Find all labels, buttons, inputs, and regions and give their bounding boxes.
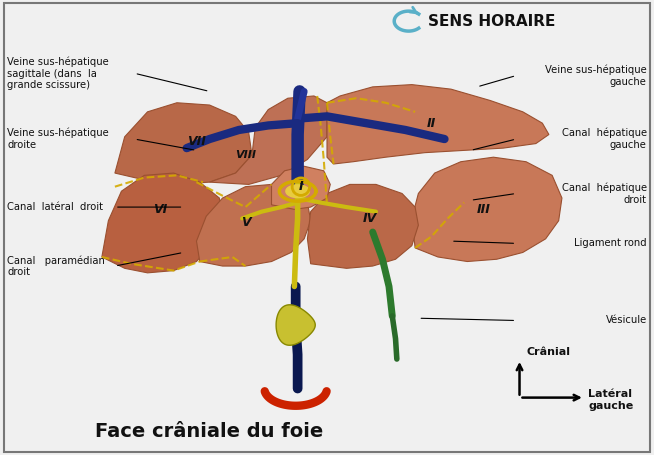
Text: Ligament rond: Ligament rond <box>574 238 647 248</box>
Text: SENS HORAIRE: SENS HORAIRE <box>428 14 555 29</box>
Polygon shape <box>115 103 252 184</box>
Text: I: I <box>299 180 303 193</box>
Text: Face crâniale du foie: Face crâniale du foie <box>95 422 324 441</box>
Text: Vésicule: Vésicule <box>606 315 647 325</box>
Polygon shape <box>276 305 315 345</box>
Text: Canal  hépatique
droit: Canal hépatique droit <box>562 182 647 205</box>
Polygon shape <box>271 166 330 209</box>
Text: II: II <box>427 116 436 130</box>
Text: Canal  hépatique
gauche: Canal hépatique gauche <box>562 128 647 150</box>
Text: Veine sus-hépatique
sagittale (dans  la
grande scissure): Veine sus-hépatique sagittale (dans la g… <box>7 56 109 90</box>
Text: VII: VII <box>187 135 206 148</box>
Text: III: III <box>477 203 490 216</box>
Polygon shape <box>209 96 327 184</box>
Polygon shape <box>196 184 311 266</box>
Polygon shape <box>286 185 309 197</box>
Text: Veine sus-hépatique
droite: Veine sus-hépatique droite <box>7 128 109 150</box>
Polygon shape <box>102 173 222 273</box>
Polygon shape <box>307 184 419 268</box>
Text: VIII: VIII <box>235 150 256 160</box>
Text: Canal  latéral  droit: Canal latéral droit <box>7 202 103 212</box>
Text: IV: IV <box>362 212 377 225</box>
Polygon shape <box>412 157 562 262</box>
Text: VI: VI <box>154 203 167 216</box>
Text: Latéral
gauche: Latéral gauche <box>588 389 633 411</box>
Text: Canal   paramédian
droit: Canal paramédian droit <box>7 255 105 277</box>
Polygon shape <box>327 85 549 164</box>
Text: Veine sus-hépatique
gauche: Veine sus-hépatique gauche <box>545 65 647 86</box>
Text: V: V <box>241 217 250 229</box>
Text: Crânial: Crânial <box>526 347 570 357</box>
